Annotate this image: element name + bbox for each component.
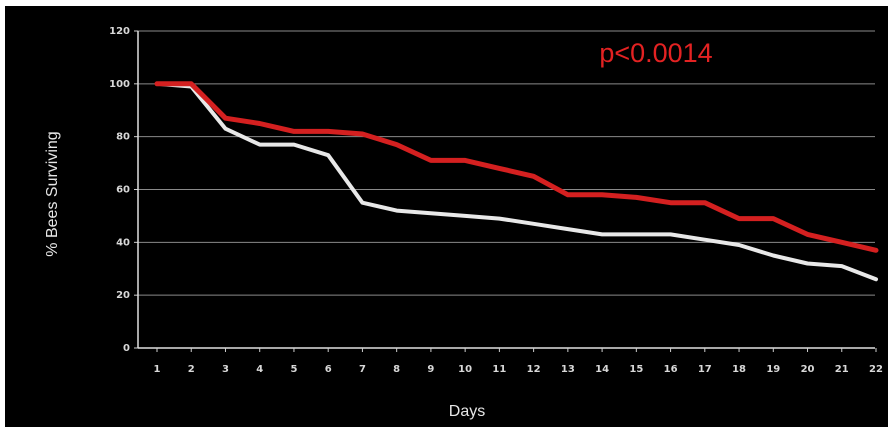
x-tick-label: 21 <box>835 364 849 375</box>
x-tick-label: 20 <box>801 364 815 375</box>
y-axis-title: % Bees Surviving <box>44 131 61 256</box>
y-tick-label: 100 <box>109 79 130 90</box>
x-tick-label: 12 <box>527 364 541 375</box>
x-tick-label: 10 <box>458 364 472 375</box>
x-tick-label: 14 <box>595 364 609 375</box>
x-tick-label: 9 <box>427 364 434 375</box>
x-tick-label: 3 <box>222 364 229 375</box>
x-tick-label: 4 <box>256 364 263 375</box>
x-tick-label: 22 <box>869 364 883 375</box>
axes <box>134 30 877 352</box>
x-tick-labels: 1 2 3 4 5 6 7 8 9 10 11 12 13 14 15 16 17 18 19 20 21 22 <box>154 364 883 375</box>
series-line-2 <box>155 81 878 282</box>
x-tick-label: 2 <box>188 364 195 375</box>
y-tick-labels: 0 20 40 60 80 100 120 <box>109 26 130 354</box>
x-tick-label: 16 <box>664 364 678 375</box>
y-tick-label: 80 <box>116 132 130 143</box>
y-tick-label: 40 <box>116 237 130 248</box>
x-axis-title: Days <box>449 403 485 420</box>
series-lines <box>154 81 879 282</box>
x-tick-label: 17 <box>698 364 712 375</box>
y-tick-label: 20 <box>116 290 130 301</box>
x-tick-label: 5 <box>290 364 297 375</box>
y-tick-label: 0 <box>123 343 130 354</box>
p-value-annotation: p<0.0014 <box>599 38 712 68</box>
x-tick-label: 6 <box>325 364 332 375</box>
x-tick-label: 8 <box>393 364 400 375</box>
x-tick-label: 1 <box>154 364 161 375</box>
x-tick-label: 15 <box>629 364 643 375</box>
x-tick-label: 11 <box>492 364 506 375</box>
x-tick-label: 13 <box>561 364 575 375</box>
gridlines <box>138 30 875 296</box>
x-tick-label: 18 <box>732 364 746 375</box>
y-tick-label: 120 <box>109 26 130 37</box>
y-tick-label: 60 <box>116 185 130 196</box>
chart-frame: 0 20 40 60 80 100 120 1 2 3 4 5 6 7 8 9 10 11 12 13 14 15 16 1… <box>5 6 888 427</box>
series-line-1 <box>154 81 879 253</box>
x-tick-label: 7 <box>359 364 366 375</box>
x-tick-label: 19 <box>766 364 780 375</box>
